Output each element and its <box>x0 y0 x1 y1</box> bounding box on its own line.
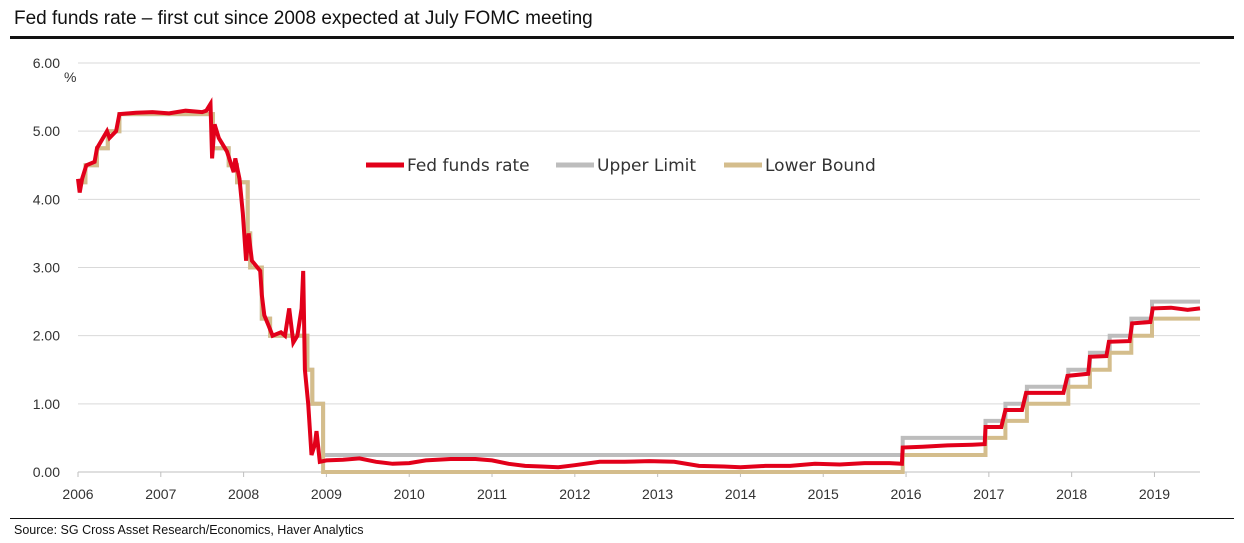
x-tick-label: 2018 <box>1056 486 1087 502</box>
y-tick-label: 3.00 <box>33 260 60 276</box>
x-tick-label: 2011 <box>477 486 507 502</box>
series-fed-funds-rate <box>76 97 1201 470</box>
y-tick-label: 1.00 <box>33 396 60 412</box>
x-tick-label: 2008 <box>228 486 259 502</box>
y-tick-label: 4.00 <box>33 191 60 207</box>
gridlines <box>78 62 1200 473</box>
footer-rule <box>10 518 1234 519</box>
y-tick-label: 6.00 <box>33 55 60 71</box>
x-tick-label: 2010 <box>394 486 425 502</box>
chart-title: Fed funds rate – first cut since 2008 ex… <box>14 8 593 29</box>
x-tick-label: 2013 <box>642 486 673 502</box>
x-axis-ticks: 2006 2007 2008 2009 2010 2011 2012 2013 2014 2015… <box>62 472 1170 502</box>
x-tick-label: 2015 <box>808 486 839 502</box>
y-axis-unit: % <box>64 69 76 85</box>
source-note: Source: SG Cross Asset Research/Economic… <box>14 523 364 537</box>
y-tick-label: 2.00 <box>33 328 60 344</box>
x-tick-label: 2012 <box>559 486 590 502</box>
x-tick-label: 2016 <box>890 486 921 502</box>
legend-label: Lower Bound <box>765 156 876 176</box>
x-tick-label: 2017 <box>973 486 1004 502</box>
legend-label: Upper Limit <box>597 156 696 176</box>
legend: Fed funds rate Upper Limit Lower Bound <box>366 156 876 176</box>
y-tick-label: 0.00 <box>33 464 60 480</box>
x-tick-label: 2009 <box>311 486 342 502</box>
title-rule <box>10 36 1234 39</box>
series-lines <box>76 97 1201 474</box>
x-tick-label: 2007 <box>145 486 176 502</box>
x-tick-label: 2006 <box>62 486 93 502</box>
x-tick-label: 2019 <box>1139 486 1170 502</box>
y-tick-label: 5.00 <box>33 123 60 139</box>
x-tick-label: 2014 <box>725 486 756 502</box>
y-axis-ticks: 0.00 1.00 2.00 3.00 4.00 5.00 6.00 <box>33 55 60 480</box>
legend-label: Fed funds rate <box>407 156 530 176</box>
